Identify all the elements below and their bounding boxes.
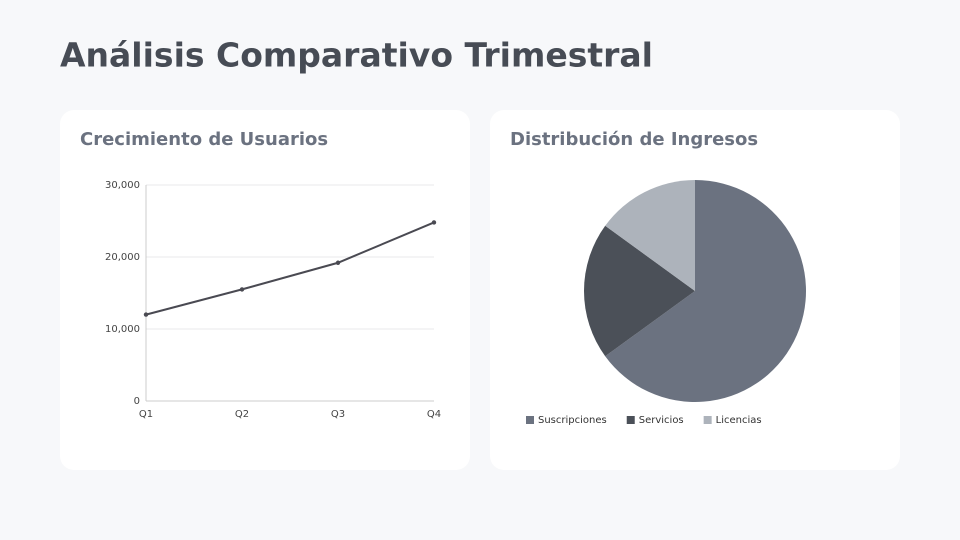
y-tick-label: 20,000 bbox=[105, 252, 140, 263]
x-tick-label: Q3 bbox=[331, 409, 345, 420]
card bbox=[60, 110, 470, 470]
legend-label: Servicios bbox=[639, 415, 684, 426]
card-title: Crecimiento de Usuarios bbox=[80, 129, 328, 150]
legend-swatch bbox=[626, 416, 635, 424]
x-tick-label: Q1 bbox=[139, 409, 153, 420]
legend-swatch bbox=[526, 416, 534, 424]
x-tick-label: Q2 bbox=[235, 409, 249, 420]
y-tick-label: 30,000 bbox=[105, 180, 140, 191]
card-title: Distribución de Ingresos bbox=[510, 129, 758, 150]
y-tick-label: 0 bbox=[134, 396, 140, 407]
pie-slice bbox=[605, 180, 806, 402]
line bbox=[145, 221, 435, 316]
y-tick-label: 10,000 bbox=[105, 324, 140, 335]
legend-swatch bbox=[703, 416, 712, 424]
legend-label: Suscripciones bbox=[538, 415, 607, 426]
point bbox=[239, 287, 245, 292]
pie-slice bbox=[583, 225, 695, 357]
point bbox=[143, 312, 149, 317]
pie-slice bbox=[605, 180, 695, 291]
x-tick-label: Q4 bbox=[427, 409, 441, 420]
point bbox=[431, 220, 437, 225]
page-title: Análisis Comparativo Trimestral bbox=[60, 36, 653, 75]
legend-label: Licencias bbox=[716, 415, 762, 426]
point bbox=[335, 260, 341, 265]
